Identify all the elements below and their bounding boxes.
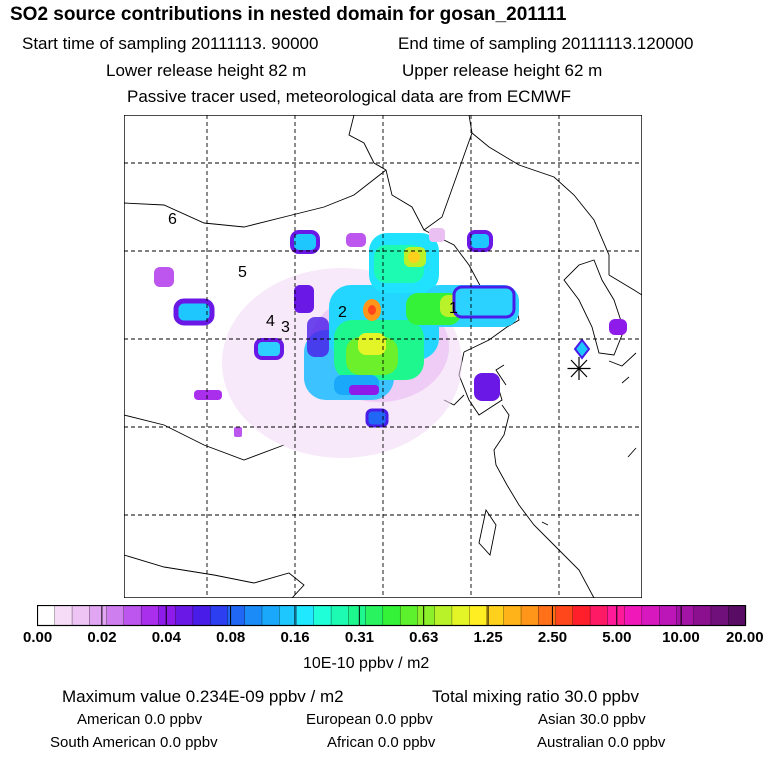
colorbar-cell — [71, 605, 90, 626]
colorbar-cell — [641, 605, 660, 626]
colorbar-cell — [140, 605, 159, 626]
colorbar-cell — [676, 605, 695, 626]
colorbar-tick-label: 10.00 — [662, 629, 700, 646]
colorbar-cell — [54, 605, 73, 626]
colorbar-cell — [503, 605, 522, 626]
colorbar-cell — [123, 605, 142, 626]
colorbar-cell — [538, 605, 557, 626]
colorbar-cell — [106, 605, 125, 626]
colorbar-cell — [693, 605, 712, 626]
total-mixing-ratio: Total mixing ratio 30.0 ppbv — [432, 687, 639, 706]
colorbar-cell — [555, 605, 574, 626]
colorbar-cell — [572, 605, 591, 626]
colorbar-cell — [330, 605, 349, 626]
source-label-1: 1 — [449, 300, 458, 317]
coastlines — [124, 115, 642, 598]
colorbar-tick-label: 5.00 — [602, 629, 632, 646]
colorbar-cell — [659, 605, 677, 626]
source-blobs — [154, 228, 627, 437]
colorbar-cell — [589, 605, 608, 626]
colorbar-cell — [399, 605, 418, 626]
lower-release-height: Lower release height 82 m — [106, 61, 307, 80]
colorbar-cell — [486, 605, 505, 626]
source-label-3: 3 — [281, 319, 290, 336]
source-label-5: 5 — [238, 264, 247, 281]
colorbar-cell — [89, 605, 108, 626]
data-note: Passive tracer used, meteorological data… — [127, 87, 572, 106]
colorbar-cell — [365, 605, 384, 626]
colorbar-cell — [417, 605, 436, 626]
colorbar-tick-label: 0.08 — [216, 629, 246, 646]
colorbar-cell — [210, 605, 229, 626]
colorbar-cell — [261, 605, 280, 626]
european-contribution: European 0.0 ppbv — [306, 711, 433, 728]
south-american-contribution: South American 0.0 ppbv — [50, 734, 218, 751]
colorbar-tick-label: 0.31 — [344, 629, 375, 646]
colorbar-cell — [520, 605, 539, 626]
colorbar-tick-label: 0.16 — [280, 629, 310, 646]
colorbar-cell — [244, 605, 263, 626]
colorbar-tick-label: 2.50 — [537, 629, 568, 646]
colorbar-cell — [728, 605, 747, 626]
lat-lon-grid — [124, 115, 642, 598]
colorbar-cell — [607, 605, 626, 626]
colorbar-tick-label: 0.63 — [409, 629, 439, 646]
colorbar-cell — [710, 605, 729, 626]
colorbar-cell — [434, 605, 453, 626]
colorbar-cell — [296, 605, 315, 626]
maximum-value: Maximum value 0.234E-09 ppbv / m2 — [62, 687, 344, 706]
end-time: End time of sampling 20111113.120000 — [398, 34, 694, 53]
source-label-2: 2 — [338, 304, 347, 321]
colorbar-tick-label: 0.04 — [151, 629, 181, 646]
colorbar-cell — [451, 605, 470, 626]
colorbar-cell — [469, 605, 488, 626]
colorbar-cell — [313, 605, 332, 626]
colorbar-cell — [175, 605, 194, 626]
colorbar-cell — [624, 605, 643, 626]
african-contribution: African 0.0 ppbv — [327, 734, 436, 751]
colorbar-tick-label: 20.00 — [726, 629, 764, 646]
source-label-6: 6 — [168, 211, 177, 228]
colorbar — [37, 605, 747, 627]
colorbar-tick-label: 0.02 — [87, 629, 117, 646]
australian-contribution: Australian 0.0 ppbv — [537, 734, 666, 751]
source-label-4: 4 — [266, 313, 275, 330]
colorbar-cell — [382, 605, 401, 626]
colorbar-cell — [158, 605, 177, 626]
upper-release-height: Upper release height 62 m — [402, 61, 603, 80]
colorbar-cell — [37, 605, 56, 626]
american-contribution: American 0.0 ppbv — [77, 711, 203, 728]
receptor-star-icon — [567, 357, 591, 380]
contribution-map: 1 2 3 4 5 6 — [124, 115, 642, 598]
chart-title: SO2 source contributions in nested domai… — [10, 4, 567, 25]
colorbar-cell — [192, 605, 211, 626]
start-time: Start time of sampling 20111113. 90000 — [22, 34, 319, 53]
colorbar-tick-label: 1.25 — [473, 629, 503, 646]
colorbar-tick-label: 0.00 — [23, 629, 53, 646]
colorbar-cell — [279, 605, 298, 626]
colorbar-units: 10E-10 ppbv / m2 — [303, 655, 430, 672]
asian-contribution: Asian 30.0 ppbv — [538, 711, 646, 728]
colorbar-cell — [348, 605, 367, 626]
